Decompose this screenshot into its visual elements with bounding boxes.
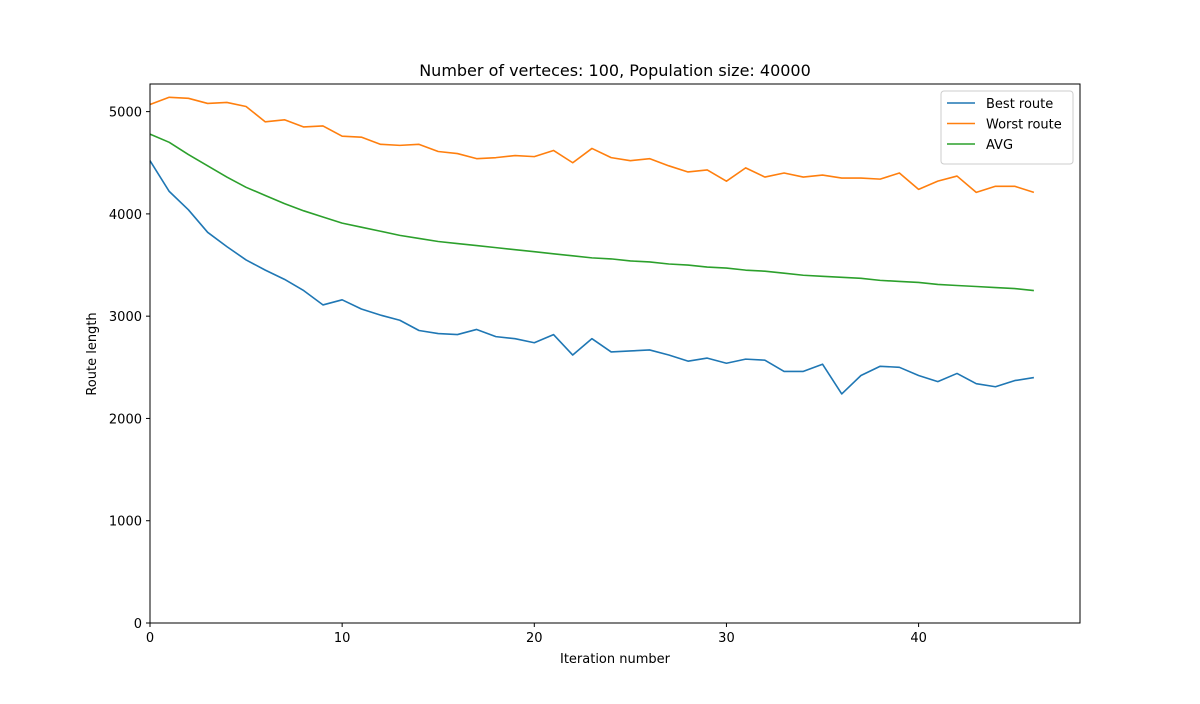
y-tick-label: 0	[134, 617, 142, 632]
x-axis-label: Iteration number	[560, 652, 671, 667]
y-tick-label: 5000	[109, 106, 142, 121]
series-line-avg	[149, 133, 1034, 292]
x-tick-label: 10	[334, 631, 351, 646]
chart-title: Number of verteces: 100, Population size…	[419, 61, 811, 80]
legend-label-avg: AVG	[986, 138, 1013, 153]
y-axis-label: Route length	[85, 312, 100, 395]
legend: Best route Worst route AVG	[940, 90, 1074, 165]
y-tick-label: 1000	[109, 515, 142, 530]
series-line-best-route	[149, 160, 1035, 395]
y-tick-label: 4000	[109, 208, 142, 223]
legend-label-best-route: Best route	[986, 97, 1053, 112]
x-tick-label: 20	[526, 631, 543, 646]
legend-label-worst-route: Worst route	[986, 118, 1062, 133]
x-tick-label: 0	[146, 631, 154, 646]
x-tick-label: 40	[910, 631, 927, 646]
plot-frame	[149, 83, 1081, 624]
y-tick-label: 2000	[109, 412, 142, 427]
series-line-worst-route	[149, 96, 1035, 194]
x-tick-label: 30	[718, 631, 735, 646]
plot-area: 0 10 20 30 40 0 1000 2000 3000 4000 5000	[109, 96, 1035, 646]
legend-box	[940, 90, 1074, 165]
y-tick-label: 3000	[109, 310, 142, 325]
